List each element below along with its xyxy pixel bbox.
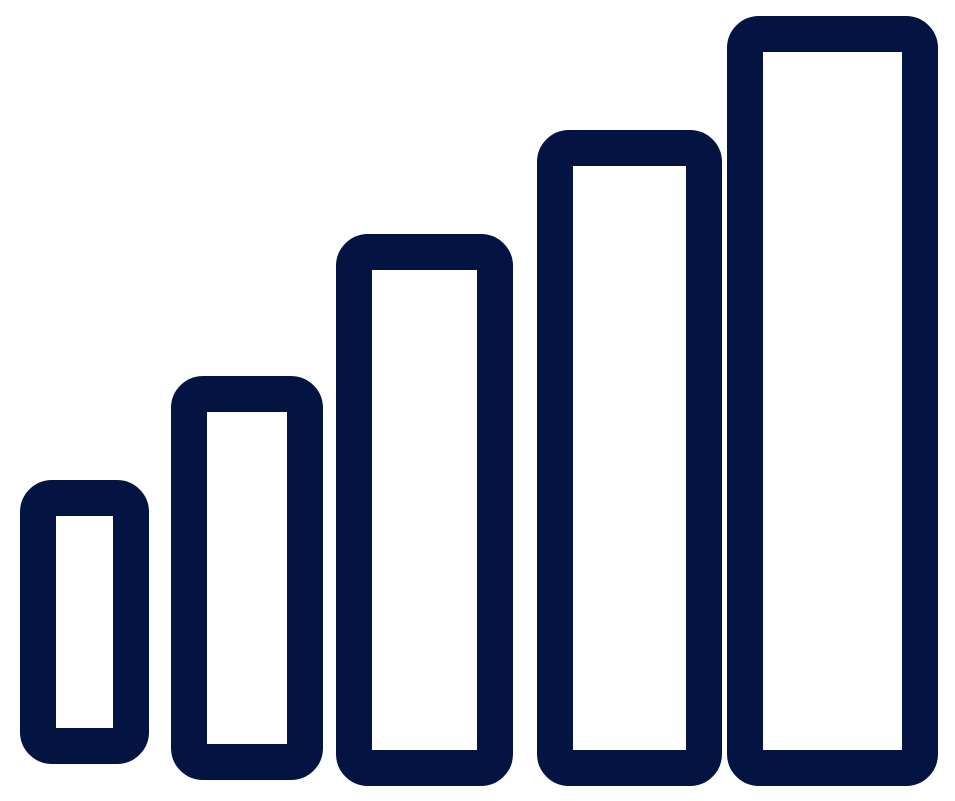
signal-bar-3 — [336, 234, 513, 786]
signal-bar-1 — [20, 480, 149, 764]
signal-bar-2 — [171, 376, 323, 780]
signal-bar-5 — [727, 16, 938, 786]
signal-bar-4 — [537, 130, 722, 786]
